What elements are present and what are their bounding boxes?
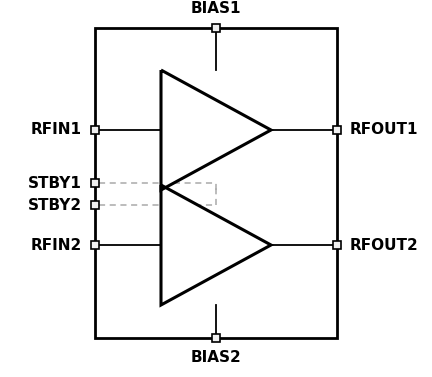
Bar — [91, 126, 99, 134]
Text: STBY2: STBY2 — [28, 198, 82, 213]
Bar — [95, 28, 337, 338]
Bar — [333, 126, 341, 134]
Text: BIAS2: BIAS2 — [191, 350, 241, 365]
Text: RFOUT1: RFOUT1 — [350, 123, 419, 138]
Text: BIAS1: BIAS1 — [191, 1, 241, 16]
Bar — [212, 24, 220, 32]
Bar — [91, 201, 99, 209]
Text: RFIN2: RFIN2 — [31, 238, 82, 253]
Bar — [91, 179, 99, 187]
Text: RFIN1: RFIN1 — [31, 123, 82, 138]
Bar — [333, 241, 341, 249]
Bar — [91, 241, 99, 249]
Polygon shape — [161, 185, 271, 305]
Text: RFOUT2: RFOUT2 — [350, 238, 419, 253]
Polygon shape — [161, 70, 271, 190]
Bar — [212, 334, 220, 342]
Text: STBY1: STBY1 — [28, 176, 82, 190]
